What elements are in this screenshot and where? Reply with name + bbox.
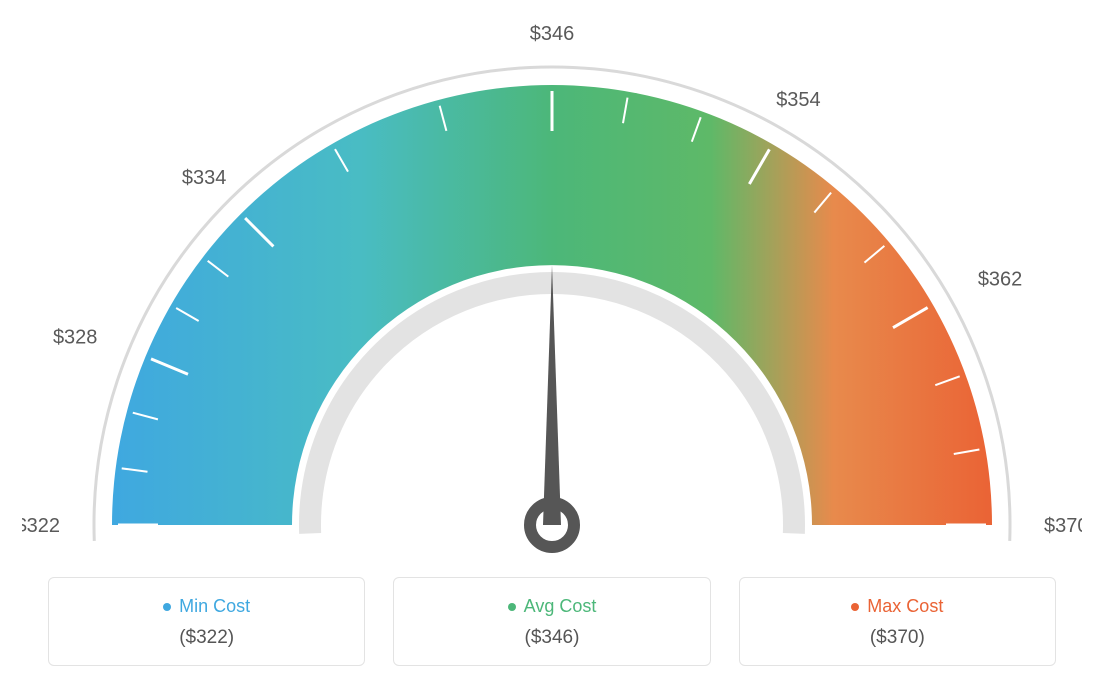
legend-value-avg: ($346)	[404, 627, 699, 649]
legend-dot-max	[851, 603, 859, 611]
legend-card-min: Min Cost ($322)	[48, 577, 365, 666]
legend-card-max: Max Cost ($370)	[739, 577, 1056, 666]
gauge-svg: $322 $328 $334 $346 $354 $362 $370	[22, 20, 1082, 580]
svg-text:$322: $322	[22, 515, 60, 537]
svg-text:$346: $346	[530, 23, 575, 45]
svg-text:$334: $334	[182, 167, 227, 189]
legend-value-max: ($370)	[750, 627, 1045, 649]
legend-title-avg: Avg Cost	[508, 596, 597, 617]
legend-title-min: Min Cost	[163, 596, 250, 617]
legend-label-avg: Avg Cost	[524, 596, 597, 617]
legend-dot-min	[163, 603, 171, 611]
svg-text:$362: $362	[978, 269, 1023, 291]
legend-dot-avg	[508, 603, 516, 611]
legend-label-max: Max Cost	[867, 596, 943, 617]
legend-card-avg: Avg Cost ($346)	[393, 577, 710, 666]
svg-text:$354: $354	[776, 89, 821, 111]
svg-text:$328: $328	[53, 327, 98, 349]
legend-title-max: Max Cost	[851, 596, 943, 617]
gauge-chart: $322 $328 $334 $346 $354 $362 $370	[0, 0, 1104, 560]
legend-row: Min Cost ($322) Avg Cost ($346) Max Cost…	[48, 577, 1056, 666]
legend-value-min: ($322)	[59, 627, 354, 649]
legend-label-min: Min Cost	[179, 596, 250, 617]
svg-text:$370: $370	[1044, 515, 1082, 537]
